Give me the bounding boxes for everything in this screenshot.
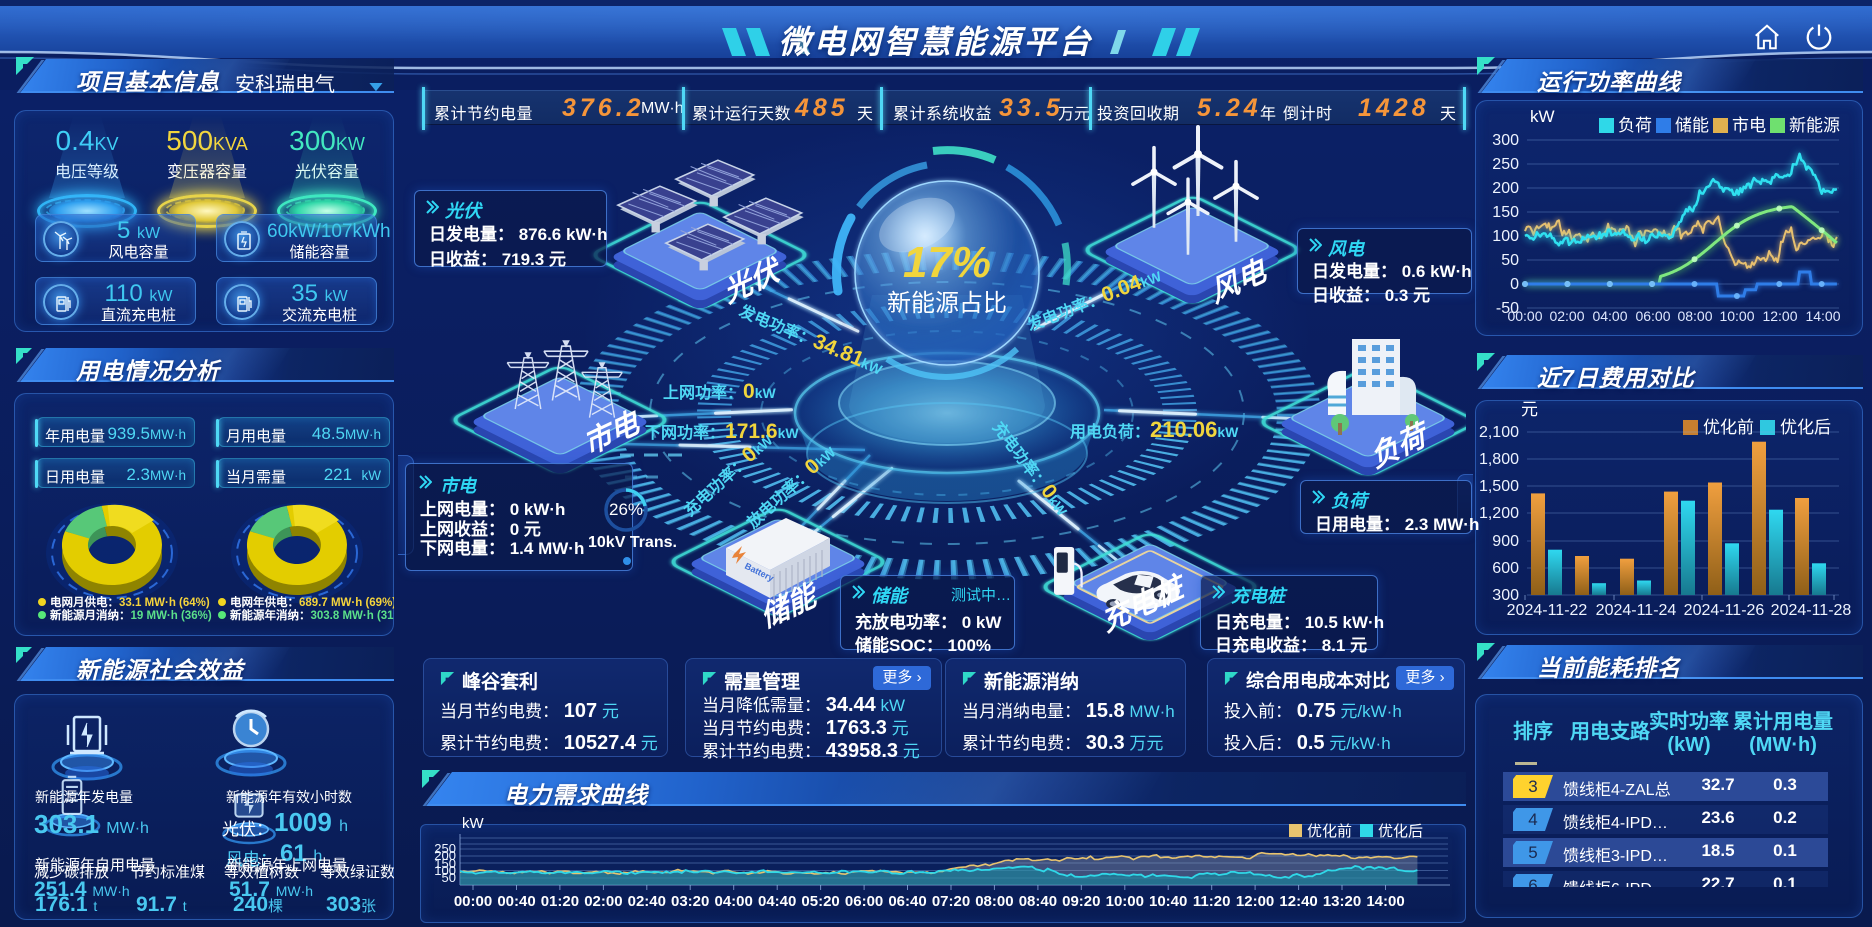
svg-text:12:00: 12:00 (1236, 893, 1274, 910)
svg-text:优化后: 优化后 (1378, 823, 1423, 840)
svg-text:12:40: 12:40 (1279, 893, 1317, 910)
svg-text:储能: 储能 (1675, 116, 1709, 135)
svg-text:1,500: 1,500 (1479, 478, 1519, 495)
svg-text:300: 300 (1492, 587, 1519, 604)
svg-text:负荷: 负荷 (1618, 116, 1652, 135)
svg-text:04:00: 04:00 (1592, 308, 1627, 324)
svg-text:07:20: 07:20 (932, 893, 970, 910)
svg-text:1,800: 1,800 (1479, 451, 1519, 468)
svg-text:200: 200 (1492, 180, 1519, 197)
svg-text:优化前: 优化前 (1703, 418, 1754, 437)
svg-text:01:20: 01:20 (541, 893, 579, 910)
svg-text:10:40: 10:40 (1149, 893, 1187, 910)
svg-text:优化前: 优化前 (1307, 823, 1352, 840)
svg-text:06:00: 06:00 (1635, 308, 1670, 324)
svg-text:02:00: 02:00 (1549, 308, 1584, 324)
svg-text:-50: -50 (1496, 300, 1519, 317)
svg-text:元: 元 (1521, 400, 1538, 419)
svg-text:08:40: 08:40 (1019, 893, 1057, 910)
svg-text:200: 200 (434, 848, 456, 863)
svg-text:04:40: 04:40 (758, 893, 796, 910)
svg-text:11:20: 11:20 (1193, 893, 1231, 910)
svg-text:10:00: 10:00 (1106, 893, 1144, 910)
svg-text:00:00: 00:00 (454, 893, 492, 910)
svg-text:13:20: 13:20 (1323, 893, 1361, 910)
svg-text:市电: 市电 (1732, 116, 1766, 135)
svg-text:00:00: 00:00 (1507, 308, 1542, 324)
svg-text:100: 100 (1492, 228, 1519, 245)
svg-text:00:40: 00:40 (497, 893, 535, 910)
svg-text:04:00: 04:00 (715, 893, 753, 910)
svg-text:600: 600 (1492, 560, 1519, 577)
svg-text:0: 0 (1510, 276, 1519, 293)
svg-text:50: 50 (442, 870, 456, 885)
svg-text:08:00: 08:00 (975, 893, 1013, 910)
svg-text:上网功率：0kW: 上网功率：0kW (663, 380, 776, 403)
svg-text:06:00: 06:00 (845, 893, 883, 910)
svg-text:03:20: 03:20 (671, 893, 709, 910)
svg-text:用电负荷：210.06kW: 用电负荷：210.06kW (1070, 417, 1239, 442)
svg-text:14:00: 14:00 (1366, 893, 1404, 910)
svg-text:06:40: 06:40 (888, 893, 926, 910)
svg-text:08:00: 08:00 (1677, 308, 1712, 324)
svg-text:2024-11-22: 2024-11-22 (1507, 602, 1588, 619)
svg-text:02:00: 02:00 (584, 893, 622, 910)
svg-text:50: 50 (1501, 252, 1519, 269)
svg-text:250: 250 (1492, 156, 1519, 173)
svg-text:优化后: 优化后 (1780, 418, 1831, 437)
svg-text:150: 150 (434, 856, 456, 871)
svg-text:100: 100 (434, 863, 456, 878)
svg-text:17%: 17% (903, 238, 991, 287)
svg-text:2,100: 2,100 (1479, 424, 1519, 441)
svg-text:250: 250 (434, 841, 456, 856)
svg-text:下网功率：171.6kW: 下网功率：171.6kW (645, 420, 799, 443)
svg-text:新能源: 新能源 (1789, 116, 1840, 135)
svg-text:14:00: 14:00 (1805, 308, 1840, 324)
svg-text:2024-11-28: 2024-11-28 (1771, 602, 1852, 619)
svg-text:900: 900 (1492, 533, 1519, 550)
svg-text:300: 300 (1492, 132, 1519, 149)
svg-text:10:00: 10:00 (1719, 308, 1754, 324)
svg-text:05:20: 05:20 (801, 893, 839, 910)
svg-text:2024-11-24: 2024-11-24 (1596, 602, 1677, 619)
svg-text:新能源占比: 新能源占比 (887, 290, 1007, 317)
svg-text:kW: kW (462, 816, 485, 832)
svg-text:09:20: 09:20 (1062, 893, 1100, 910)
svg-text:kW: kW (1530, 107, 1555, 126)
svg-text:2024-11-26: 2024-11-26 (1684, 602, 1765, 619)
svg-text:12:00: 12:00 (1762, 308, 1797, 324)
svg-text:02:40: 02:40 (628, 893, 666, 910)
svg-text:1,200: 1,200 (1479, 505, 1519, 522)
svg-text:150: 150 (1492, 204, 1519, 221)
